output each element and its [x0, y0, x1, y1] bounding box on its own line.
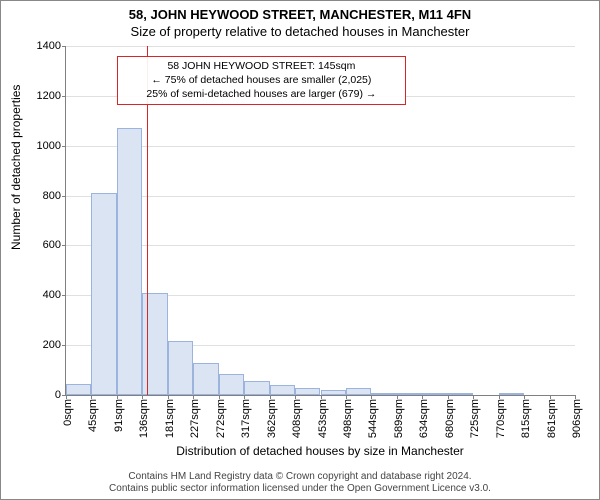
xtick-label: 227sqm	[189, 399, 201, 438]
histogram-bar	[422, 393, 447, 395]
ytick-label: 600	[43, 239, 66, 251]
annotation-line1: 58 JOHN HEYWOOD STREET: 145sqm	[124, 60, 399, 74]
xtick-label: 0sqm	[62, 399, 74, 426]
xtick-label: 91sqm	[113, 399, 125, 432]
ytick-label: 1000	[37, 140, 66, 152]
ytick-label: 200	[43, 339, 66, 351]
xtick-label: 589sqm	[393, 399, 405, 438]
xtick-label: 181sqm	[164, 399, 176, 438]
histogram-bar	[295, 388, 320, 395]
xtick-label: 861sqm	[546, 399, 558, 438]
xtick-label: 362sqm	[266, 399, 278, 438]
plot-wrap: 02004006008001000120014000sqm45sqm91sqm1…	[65, 46, 575, 396]
plot-area: 02004006008001000120014000sqm45sqm91sqm1…	[65, 46, 575, 396]
histogram-bar	[244, 381, 269, 395]
x-axis-label: Distribution of detached houses by size …	[176, 444, 464, 458]
chart-container: 58, JOHN HEYWOOD STREET, MANCHESTER, M11…	[0, 0, 600, 500]
gridline	[66, 146, 575, 147]
histogram-bar	[66, 384, 91, 395]
histogram-bar	[168, 341, 193, 395]
xtick-label: 498sqm	[342, 399, 354, 438]
histogram-bar	[397, 393, 422, 395]
annotation-line3: 25% of semi-detached houses are larger (…	[124, 88, 399, 102]
xtick-label: 815sqm	[520, 399, 532, 438]
histogram-bar	[371, 393, 396, 395]
xtick-label: 544sqm	[367, 399, 379, 438]
histogram-bar	[193, 363, 218, 395]
histogram-bar	[219, 374, 244, 395]
histogram-bar	[448, 393, 473, 395]
footer-line1: Contains HM Land Registry data © Crown c…	[109, 471, 491, 483]
gridline	[66, 46, 575, 47]
xtick-label: 680sqm	[444, 399, 456, 438]
xtick-label: 453sqm	[317, 399, 329, 438]
gridline	[66, 245, 575, 246]
xtick-label: 136sqm	[138, 399, 150, 438]
histogram-bar	[346, 388, 371, 395]
footer: Contains HM Land Registry data © Crown c…	[109, 471, 491, 495]
xtick-label: 770sqm	[495, 399, 507, 438]
footer-line2: Contains public sector information licen…	[109, 483, 491, 495]
ytick-label: 800	[43, 190, 66, 202]
ytick-label: 1400	[37, 40, 66, 52]
y-axis-label: Number of detached properties	[9, 85, 23, 250]
xtick-label: 906sqm	[571, 399, 583, 438]
xtick-label: 272sqm	[215, 399, 227, 438]
ytick-label: 400	[43, 289, 66, 301]
xtick-label: 45sqm	[87, 399, 99, 432]
histogram-bar	[117, 128, 142, 395]
xtick-label: 725sqm	[469, 399, 481, 438]
annotation-line2: ← 75% of detached houses are smaller (2,…	[124, 74, 399, 88]
histogram-bar	[321, 390, 346, 395]
chart-title-main: 58, JOHN HEYWOOD STREET, MANCHESTER, M11…	[1, 7, 599, 22]
histogram-bar	[91, 193, 116, 395]
histogram-bar	[142, 293, 167, 395]
xtick-label: 634sqm	[418, 399, 430, 438]
gridline	[66, 196, 575, 197]
histogram-bar	[499, 393, 524, 395]
xtick-label: 408sqm	[291, 399, 303, 438]
chart-title-sub: Size of property relative to detached ho…	[1, 24, 599, 39]
annotation-box: 58 JOHN HEYWOOD STREET: 145sqm ← 75% of …	[117, 56, 406, 105]
ytick-label: 1200	[37, 90, 66, 102]
histogram-bar	[270, 385, 295, 395]
xtick-label: 317sqm	[240, 399, 252, 438]
